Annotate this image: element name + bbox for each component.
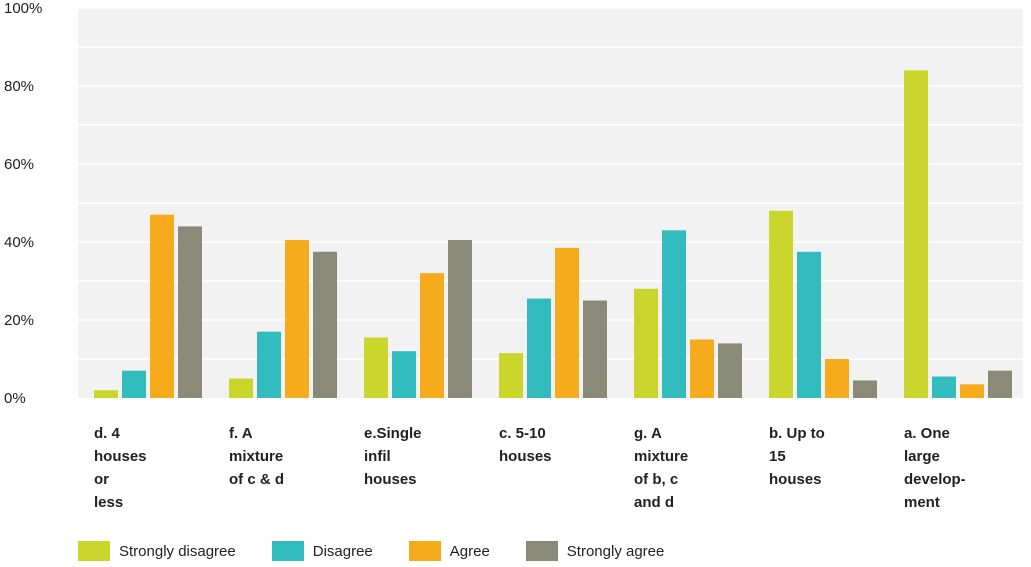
legend-item: Disagree: [271, 541, 373, 561]
bar: [662, 230, 686, 398]
legend-item: Strongly agree: [525, 541, 665, 561]
bar: [229, 378, 253, 398]
x-category-label: f. A: [229, 425, 253, 442]
x-category-label: houses: [769, 471, 822, 488]
bar: [257, 331, 281, 398]
legend-swatch: [408, 541, 441, 561]
bar-chart: 0% 20% 40% 60% 80% 100% d. 4 houses or less f. A m…: [4, 0, 1023, 511]
bar: [690, 339, 714, 398]
legend-swatch: [78, 541, 110, 561]
bar: [718, 343, 742, 398]
x-category-label: ment: [904, 494, 940, 511]
y-tick-label: 0%: [4, 390, 26, 407]
x-category-label: houses: [364, 471, 417, 488]
bar: [555, 247, 579, 398]
bar: [94, 390, 118, 398]
bar: [122, 370, 146, 398]
x-category-label: develop-: [904, 471, 966, 488]
x-category-label: g. A: [634, 425, 662, 442]
bar: [364, 337, 388, 398]
y-tick-label: 80%: [4, 78, 34, 95]
legend-label: Agree: [449, 542, 490, 560]
y-tick-label: 60%: [4, 156, 34, 173]
bar: [583, 300, 607, 398]
bar: [313, 251, 337, 398]
bars: [94, 70, 1012, 399]
legend-item: Agree: [408, 541, 490, 561]
legend-swatch: [271, 541, 304, 561]
x-category-label: large: [904, 448, 940, 465]
x-category-label: or: [94, 471, 109, 488]
legend-label: Disagree: [312, 542, 373, 560]
x-category-label: houses: [94, 448, 147, 465]
y-axis-tick-labels: 0% 20% 40% 60% 80% 100%: [4, 0, 42, 407]
x-category-label: a. One: [904, 425, 950, 442]
x-category-label: houses: [499, 448, 552, 465]
x-category-label: b. Up to: [769, 425, 825, 442]
bar: [797, 251, 821, 398]
x-category-label: d. 4: [94, 425, 120, 442]
legend-swatch: [525, 541, 558, 561]
x-axis-category-labels: d. 4 houses or less f. A mixture of c & d e.Sin…: [94, 425, 966, 511]
x-category-label: c. 5-10: [499, 425, 546, 442]
bar: [634, 288, 658, 398]
legend-item: Strongly disagree: [78, 541, 236, 561]
x-category-label: less: [94, 494, 123, 511]
legend: Strongly disagree Disagree Agree Strongly a…: [78, 540, 700, 562]
x-category-label: and d: [634, 494, 674, 511]
x-category-label: mixture: [634, 448, 688, 465]
bar: [499, 353, 523, 398]
bar: [988, 370, 1012, 398]
bar: [960, 384, 984, 398]
bar: [420, 273, 444, 398]
bar: [392, 351, 416, 398]
bar: [178, 226, 202, 398]
y-tick-label: 40%: [4, 234, 34, 251]
x-category-label: of c & d: [229, 471, 284, 488]
bar: [769, 210, 793, 398]
y-tick-label: 100%: [4, 0, 42, 17]
legend-label: Strongly agree: [566, 542, 665, 560]
bar: [904, 70, 928, 399]
x-category-label: of b, c: [634, 471, 678, 488]
bar: [285, 240, 309, 398]
bar: [448, 240, 472, 398]
bar: [932, 376, 956, 398]
bar: [825, 359, 849, 398]
x-category-label: e.Single: [364, 425, 422, 442]
bar: [853, 380, 877, 398]
bar: [150, 214, 174, 398]
legend-label: Strongly disagree: [119, 542, 236, 560]
x-category-label: mixture: [229, 448, 283, 465]
x-category-label: infil: [364, 448, 391, 465]
bar: [527, 298, 551, 398]
x-category-label: 15: [769, 448, 786, 465]
y-tick-label: 20%: [4, 312, 34, 329]
